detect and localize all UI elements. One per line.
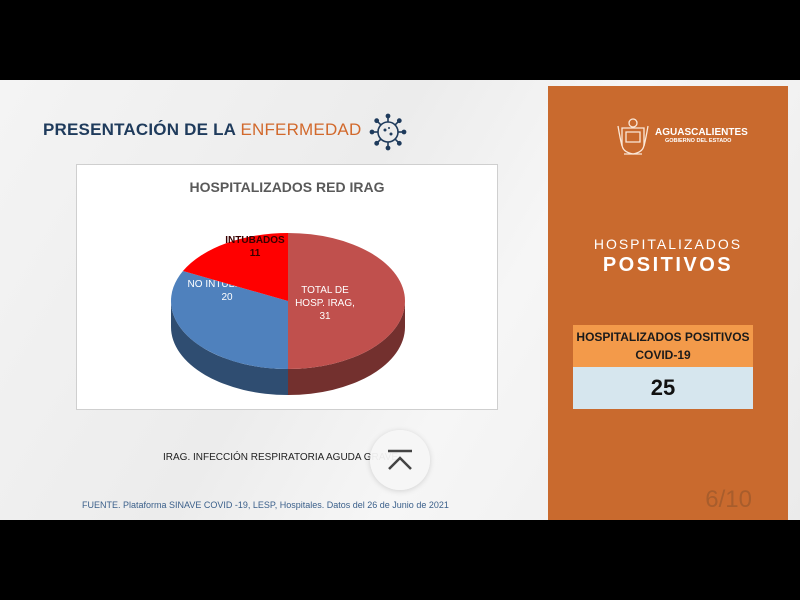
pie-slice — [288, 233, 405, 369]
chart-title: HOSPITALIZADOS RED IRAG — [189, 179, 385, 195]
panel-heading-2: POSITIVOS — [602, 254, 734, 276]
stat-card-label: HOSPITALIZADOS POSITIVOS COVID-19 — [573, 325, 753, 367]
slide-title: PRESENTACIÓN DE LA ENFERMEDAD — [43, 120, 362, 139]
panel-heading-1: HOSPITALIZADOS — [593, 236, 743, 252]
stat-card-value: 25 — [573, 367, 753, 409]
source-text: FUENTE. Plataforma SINAVE COVID -19, LES… — [82, 500, 449, 510]
page-indicator: 6/10 — [705, 486, 752, 513]
logo-text: AGUASCALIENTES GOBIERNO DEL ESTADO — [655, 127, 748, 144]
data-label: 31 — [319, 311, 331, 322]
data-label: 20 — [221, 292, 233, 303]
data-label: HOSP. IRAG, — [295, 298, 355, 309]
data-label: TOTAL DE — [301, 285, 349, 296]
data-label: INTUBADOS — [225, 235, 285, 246]
virus-icon — [369, 113, 407, 151]
pie-slice — [182, 233, 288, 301]
scroll-to-top-button[interactable] — [370, 430, 430, 490]
pie-chart: HOSPITALIZADOS RED IRAG TOTAL DE HOSP. IR… — [76, 164, 498, 410]
data-label: 11 — [250, 248, 261, 259]
pie-slice-side — [288, 301, 405, 395]
slide: PRESENTACIÓN DE LA ENFERMEDAD HOSPITALIZ… — [0, 80, 800, 520]
pie-slice — [171, 271, 288, 369]
chevron-up-to-top-icon — [388, 449, 412, 470]
irag-note: IRAG. INFECCIÓN RESPIRATORIA AGUDA GRAVE — [163, 452, 399, 463]
data-label: NO INTUBADOS, — [188, 279, 267, 290]
pie-slice-side — [171, 301, 288, 395]
side-panel: AGUASCALIENTES GOBIERNO DEL ESTADO HOSPI… — [548, 86, 788, 520]
coat-of-arms-logo — [617, 118, 649, 155]
